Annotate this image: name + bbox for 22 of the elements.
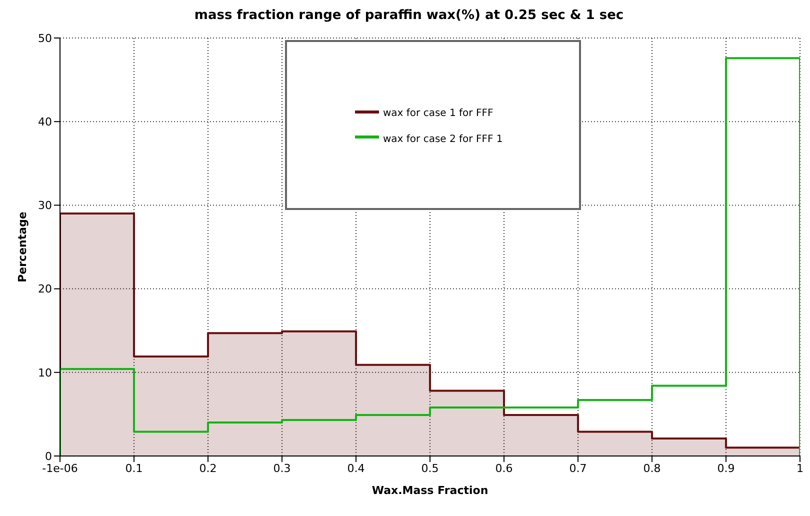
- x-tick-label: 1: [796, 462, 804, 475]
- x-tick-label: 0.9: [717, 462, 735, 475]
- y-tick-label: 50: [38, 32, 52, 45]
- x-tick-label: 0.4: [347, 462, 365, 475]
- legend-label: wax for case 1 for FFF: [383, 108, 494, 120]
- x-tick-label: 0.8: [643, 462, 661, 475]
- y-tick-label: 30: [38, 199, 52, 212]
- y-tick-label: 40: [38, 116, 52, 129]
- y-axis-title: Percentage: [16, 212, 29, 282]
- x-tick-label: 0.2: [199, 462, 217, 475]
- legend-label: wax for case 2 for FFF 1: [383, 134, 503, 145]
- y-tick-label: 0: [45, 450, 52, 463]
- x-tick-label: -1e-06: [42, 462, 78, 475]
- chart-title: mass fraction range of paraffin wax(%) at 0.25 sec & 1 sec: [193, 8, 625, 23]
- x-tick-label: 0.1: [125, 462, 143, 475]
- y-tick-label: 20: [38, 282, 52, 296]
- x-tick-label: 0.6: [495, 462, 513, 475]
- x-axis-title: Wax.Mass Fraction: [372, 484, 488, 497]
- x-tick-label: 0.3: [273, 462, 291, 475]
- x-tick-label: 0.5: [421, 462, 439, 475]
- y-tick-label: 10: [38, 366, 52, 380]
- x-tick-label: 0.7: [569, 462, 587, 475]
